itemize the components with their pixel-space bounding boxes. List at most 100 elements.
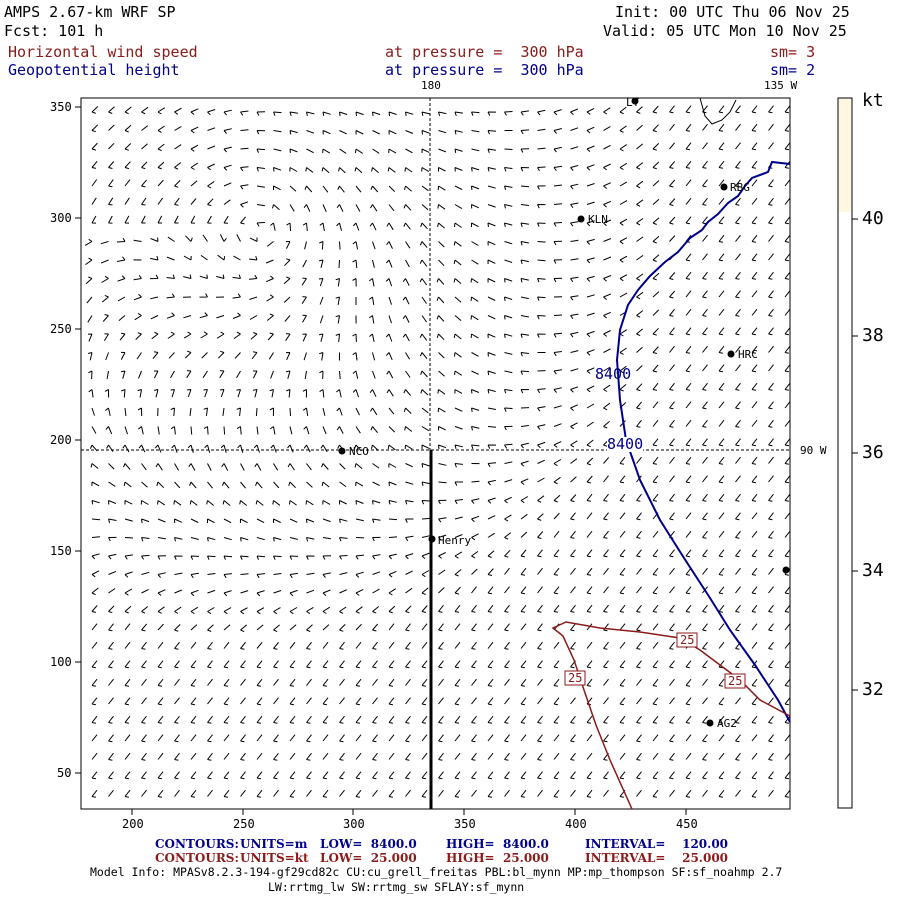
wind-barb (219, 389, 225, 398)
wind-barb (289, 752, 296, 760)
wind-barb (768, 734, 774, 743)
wind-barb (335, 296, 340, 305)
wind-barb (186, 389, 192, 398)
wind-barb (570, 715, 576, 724)
wind-barb (335, 333, 340, 343)
wind-barb (249, 315, 258, 320)
wind-barb (784, 253, 791, 262)
wind-barb (273, 660, 279, 669)
wind-barb (421, 623, 428, 631)
wind-barb (504, 296, 513, 302)
wind-barb (319, 296, 324, 305)
wind-barb (471, 167, 480, 172)
wind-barb (718, 697, 725, 706)
wind-barb (652, 789, 659, 798)
wind-barb (619, 456, 626, 465)
wind-barb (419, 333, 428, 341)
wind-barb (735, 253, 741, 261)
wind-barb (306, 606, 314, 615)
wind-barb (603, 771, 609, 780)
wind-barb (570, 183, 579, 190)
wind-barb (388, 605, 396, 614)
wind-barb (471, 789, 477, 797)
wind-barb (240, 216, 246, 225)
wind-barb (207, 607, 215, 615)
wind-barb (652, 715, 659, 724)
wind-barb (157, 426, 160, 435)
wind-barb (487, 734, 494, 742)
wind-barb (504, 315, 513, 320)
wind-barb (619, 604, 626, 613)
wind-barb (586, 164, 595, 171)
wind-barb (240, 678, 246, 686)
wind-barb (372, 697, 378, 705)
wind-barb (652, 254, 660, 262)
wind-barb (718, 715, 725, 724)
wind-barb (453, 241, 462, 247)
wind-barb (735, 123, 741, 131)
wind-barb (306, 481, 313, 488)
wind-barb (438, 259, 445, 267)
wind-barb (702, 697, 708, 705)
wind-barb (319, 222, 325, 231)
wind-barb (570, 458, 578, 464)
wind-barb (207, 145, 216, 150)
wind-barb (387, 444, 396, 451)
wind-barb (438, 481, 447, 484)
wind-barb (735, 456, 741, 464)
wind-barb (751, 308, 758, 316)
wind-barb (603, 586, 609, 594)
wind-barb (355, 715, 362, 724)
wind-barb (768, 623, 774, 632)
wind-barb (438, 697, 444, 705)
wind-barb (702, 456, 708, 464)
wind-barb (570, 530, 576, 539)
station-nco (338, 447, 346, 455)
wind-barb (217, 350, 225, 359)
wind-barb (504, 204, 513, 209)
wind-barb (453, 259, 462, 266)
wind-barb (454, 697, 461, 706)
wind-barb (403, 407, 412, 414)
wind-barb (322, 148, 331, 154)
wind-barb (520, 241, 529, 246)
wind-barb (91, 160, 98, 169)
wind-barb (91, 771, 98, 780)
wind-barb (108, 215, 113, 224)
wind-barb (471, 204, 480, 209)
wind-barb (322, 660, 329, 669)
wind-barb (273, 130, 282, 133)
wind-barb (105, 426, 113, 435)
wind-barb (273, 185, 281, 191)
wind-barb (207, 573, 216, 575)
wind-barb (437, 185, 446, 191)
wind-barb (388, 697, 395, 706)
wind-barb (751, 160, 758, 169)
wind-barb (718, 549, 725, 558)
wind-barb (438, 352, 445, 359)
wind-barb (520, 442, 529, 449)
wind-barb (174, 697, 180, 705)
wind-barb (537, 678, 543, 686)
station-ag2 (706, 719, 714, 727)
wind-barb (273, 148, 282, 152)
wind-barb (183, 274, 192, 279)
wind-barb (141, 715, 147, 724)
wind-barb (784, 438, 791, 447)
wind-barb (784, 771, 791, 780)
wind-barb (302, 259, 307, 268)
wind-barb (735, 475, 741, 483)
wind-barb (619, 365, 627, 374)
wind-barb (121, 370, 126, 379)
wind-barb (91, 124, 99, 133)
wind-barb (421, 697, 428, 706)
wind-barb (553, 146, 562, 153)
wind-barb (133, 239, 142, 242)
wind-barb (141, 537, 150, 542)
wind-barb (470, 278, 479, 284)
wind-barb (174, 734, 180, 743)
wind-barb (421, 130, 430, 135)
wind-barb (223, 426, 226, 435)
wind-barb (88, 389, 94, 398)
wind-barb (289, 624, 297, 631)
